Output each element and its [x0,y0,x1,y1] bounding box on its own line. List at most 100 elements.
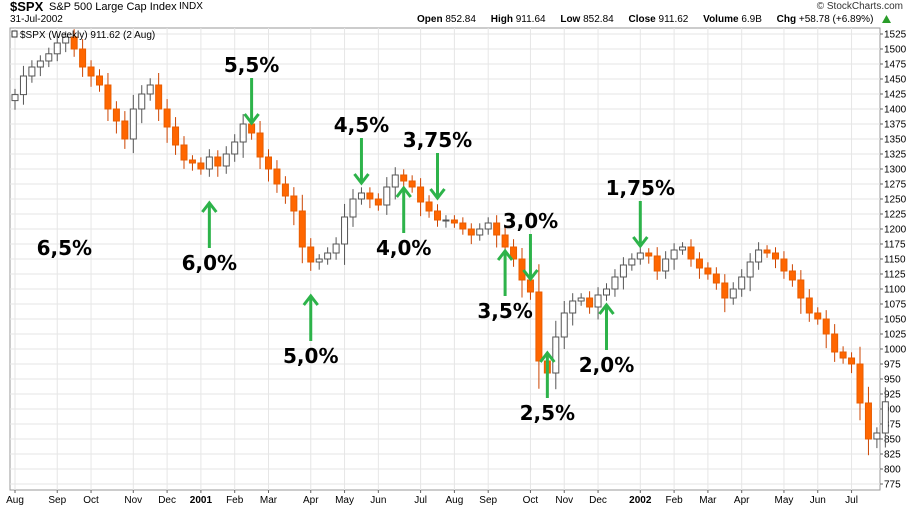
x-tick-label: Nov [555,495,573,506]
y-tick-label: 950 [884,375,901,386]
candle-body [298,210,306,248]
candle-body [273,168,281,185]
candle-body [45,53,53,62]
candle-body [569,300,577,314]
up-arrow-head-icon [395,185,412,198]
change-value: +58.78 (+6.89%) [798,14,874,25]
y-tick-label: 850 [884,435,901,446]
x-tick-label: Aug [6,495,24,506]
up-arrow-head-icon [201,200,218,213]
x-tick-label: 2002 [629,495,652,506]
rate-annotation: 3,75% [403,128,472,152]
legend-candle-icon [11,30,18,38]
candle-body [307,246,315,263]
candle-body [112,108,120,122]
rate-annotation: 4,5% [334,113,389,137]
y-tick-label: 1450 [884,75,907,86]
x-tick-label: Jul [845,495,858,506]
x-tick-label: May [335,495,354,506]
candle-body [763,249,771,254]
candle-body [501,234,509,248]
candle-body [96,75,103,86]
change-quote: Chg +58.78 (+6.89%) [777,14,892,25]
candle-body [526,279,534,293]
candle-body [738,276,746,290]
volume-value: 6.9B [741,14,762,25]
y-tick-label: 925 [884,390,901,401]
candle-body [222,153,230,167]
candle-body [636,252,644,260]
candle-body [400,174,408,182]
y-tick-label: 1050 [884,315,907,326]
low-label: Low [560,14,581,25]
y-tick-label: 1500 [884,45,907,56]
candle-body [467,228,475,236]
candle-body [188,159,196,164]
x-tick-label: Jun [810,495,826,506]
candle-body [695,258,703,269]
x-tick-label: Dec [158,495,176,506]
rate-annotation: 2,0% [579,353,634,377]
y-tick-label: 875 [884,420,901,431]
candle-body [704,267,712,275]
candle-body [417,186,425,203]
y-tick-label: 1075 [884,300,907,311]
x-tick-label: Nov [124,495,142,506]
x-tick-label: Feb [665,495,683,506]
candle-body [831,333,839,353]
candle-body [729,288,737,299]
candle-body [290,195,298,212]
source-credit[interactable]: © StockCharts.com [816,1,903,12]
x-tick-label: Feb [226,495,244,506]
candle-body [62,36,70,44]
security-name: S&P 500 Large Cap Index [49,1,177,13]
y-tick-label: 900 [884,405,901,416]
candle-body [628,258,636,266]
low-quote: Low 852.84 [560,14,619,25]
y-tick-label: 1100 [884,285,906,296]
candle-body [442,219,450,222]
candle-body [138,93,146,110]
candle-body [315,258,323,263]
x-tick-label: Oct [523,495,539,506]
open-value: 852.84 [445,14,476,25]
candle-body [772,252,779,260]
y-tick-label: 1125 [884,270,906,281]
candle-body [28,66,36,77]
y-tick-label: 1200 [884,225,907,236]
candle-body [231,141,239,155]
candle-body [11,94,19,102]
x-tick-label: Jul [414,495,427,506]
candle-body [797,279,805,299]
candle-body [619,264,627,278]
down-arrow-head-icon [632,236,649,249]
candle-body [205,156,213,170]
y-tick-label: 1025 [884,330,907,341]
rate-annotation: 5,5% [224,53,279,77]
y-tick-label: 1175 [884,240,906,251]
legend-label: $SPX (Weekly) 911.62 (2 Aug) [20,30,155,41]
x-tick-label: Mar [260,495,278,506]
x-tick-label: Aug [446,495,464,506]
candle-body [239,123,247,143]
candle-body [155,84,163,110]
low-value: 852.84 [583,14,614,25]
ticker-symbol[interactable]: $SPX [10,0,44,14]
candle-body [721,282,729,299]
exchange-label: INDX [179,1,203,12]
candle-body [594,294,602,308]
down-arrow-head-icon [522,269,539,282]
candle-body [603,288,610,296]
candle-body [349,198,357,218]
y-tick-label: 825 [884,450,901,461]
candle-body [129,108,137,140]
y-tick-label: 1475 [884,60,907,71]
candle-body [873,432,881,440]
x-tick-label: Oct [83,495,99,506]
x-tick-label: Mar [699,495,717,506]
rate-annotation: 5,0% [283,344,338,368]
candle-body [391,174,399,188]
up-arrow-icon [882,15,892,23]
candle-body [163,108,171,128]
